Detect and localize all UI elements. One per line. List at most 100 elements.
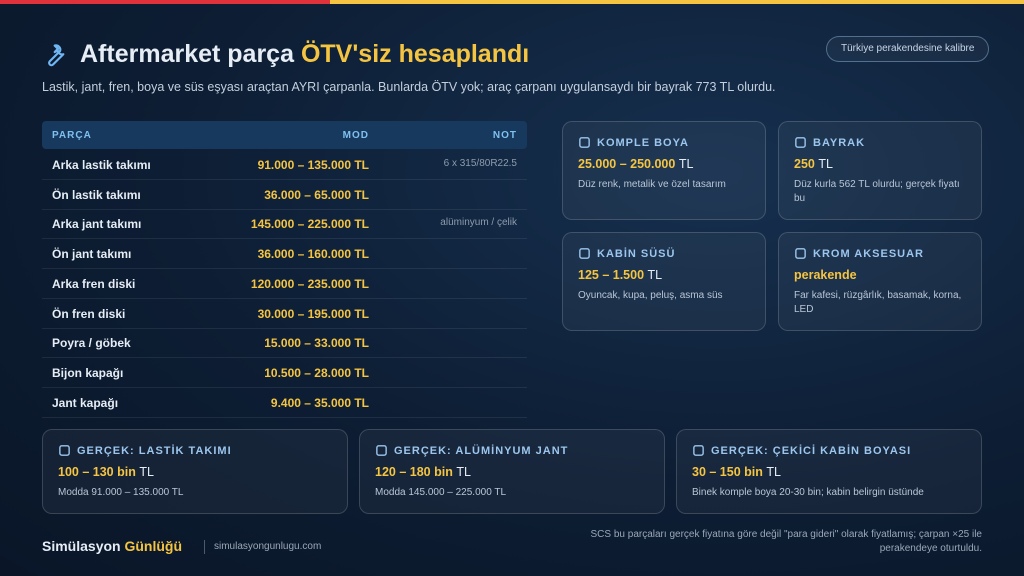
card-title: KABİN SÜSÜ xyxy=(578,247,750,260)
table-row: Poyra / göbek 15.000 – 33.000 TL xyxy=(42,328,527,359)
card-value-text: 100 – 130 bin xyxy=(58,465,136,479)
mod-price: 30.000 – 195.000 TL xyxy=(257,306,369,321)
card-title-text: GERÇEK: LASTİK TAKIMI xyxy=(77,444,232,457)
table-row: Bijon kapağı 10.500 – 28.000 TL xyxy=(42,358,527,388)
card-title-text: GERÇEK: ÇEKİCİ KABİN BOYASI xyxy=(711,444,912,457)
card-value: 30 – 150 bin TL xyxy=(692,465,966,479)
part-name: Bijon kapağı xyxy=(52,365,124,380)
card-unit: TL xyxy=(456,465,471,479)
mod-price: 36.000 – 160.000 TL xyxy=(257,247,369,262)
card: KABİN SÜSÜ 125 – 1.500 TL Oyuncak, kupa, p… xyxy=(562,232,766,331)
card-value-text: 25.000 – 250.000 xyxy=(578,157,676,171)
card-value-text: perakende xyxy=(794,268,857,282)
card-desc: Oyuncak, kupa, peluş, asma süs xyxy=(578,290,723,301)
part-name: Ön fren diski xyxy=(52,306,126,321)
card-value: perakende xyxy=(794,268,966,282)
icon xyxy=(376,445,387,456)
title-text: Aftermarket parça xyxy=(80,40,294,68)
card-value: 120 – 180 bin TL xyxy=(375,465,649,479)
card-unit: TL xyxy=(678,157,694,171)
title-highlight: ÖTV'siz hesaplandı xyxy=(300,40,530,68)
column-header: NOT xyxy=(492,130,517,141)
card: GERÇEK: LASTİK TAKIMI 100 – 130 bin TL Mod… xyxy=(42,429,348,514)
title: Aftermarket parça ÖTV'siz hesaplandı xyxy=(80,40,529,69)
mod-price: 10.500 – 28.000 TL xyxy=(264,365,369,380)
card-desc: Modda 91.000 – 135.000 TL xyxy=(58,487,184,498)
card-value-text: 125 – 1.500 xyxy=(578,268,645,282)
card: GERÇEK: ALÜMİNYUM JANT 120 – 180 bin TL Mo… xyxy=(359,429,665,514)
badge: Türkiye perakendesine kalibre xyxy=(826,36,990,62)
table-row: Arka fren diski 120.000 – 235.000 TL xyxy=(42,269,527,299)
table-row: Arka jant takımı 145.000 – 225.000 TL alüm… xyxy=(42,209,527,240)
top-bar-yellow xyxy=(330,0,1024,4)
mod-price: 36.000 – 65.000 TL xyxy=(264,187,369,202)
brand-highlight: Günlüğü xyxy=(124,538,183,554)
card-value-text: 30 – 150 bin xyxy=(692,465,763,479)
divider xyxy=(204,540,205,554)
part-name: Ön jant takımı xyxy=(52,247,132,262)
card-value-text: 250 xyxy=(794,157,815,171)
card-title: KOMPLE BOYA xyxy=(578,136,750,149)
mod-price: 9.400 – 35.000 TL xyxy=(270,395,369,410)
mod-price: 145.000 – 225.000 TL xyxy=(250,217,369,232)
card: KOMPLE BOYA 25.000 – 250.000 TL Düz renk, … xyxy=(562,121,766,220)
card-value-text: 120 – 180 bin xyxy=(375,465,453,479)
top-bar-red xyxy=(0,0,330,4)
part-name: Ön lastik takımı xyxy=(52,187,141,202)
part-name: Arka lastik takımı xyxy=(52,158,151,172)
card-title-text: GERÇEK: ALÜMİNYUM JANT xyxy=(394,444,569,457)
card-title-text: KROM AKSESUAR xyxy=(813,247,924,260)
icon xyxy=(579,248,590,259)
table-row: Ön jant takımı 36.000 – 160.000 TL xyxy=(42,239,527,270)
note: 6 x 315/80R22.5 xyxy=(443,158,517,169)
card-desc: Far kafesi, rüzgârlık, basamak, korna, L… xyxy=(794,290,962,315)
card: GERÇEK: ÇEKİCİ KABİN BOYASI 30 – 150 bin … xyxy=(676,429,982,514)
card-desc: Düz kurla 562 TL olurdu; gerçek fiyatı b… xyxy=(794,179,960,204)
column-header: PARÇA xyxy=(52,130,92,141)
icon xyxy=(795,137,806,148)
card-unit: TL xyxy=(766,465,781,479)
table-header xyxy=(42,121,527,149)
table-row: Arka lastik takımı 91.000 – 135.000 TL 6 x… xyxy=(42,150,527,180)
url: simulasyongunlugu.com xyxy=(214,541,322,552)
card-value: 125 – 1.500 TL xyxy=(578,268,750,282)
card-title-text: KOMPLE BOYA xyxy=(597,136,689,149)
card-desc: Binek komple boya 20-30 bin; kabin belir… xyxy=(692,487,924,498)
brand-text: Simülasyon xyxy=(42,538,121,554)
card-title-text: KABİN SÜSÜ xyxy=(597,247,676,260)
icon xyxy=(693,445,704,456)
card-unit: TL xyxy=(647,268,663,282)
part-name: Poyra / göbek xyxy=(52,336,131,351)
card-desc: Düz renk, metalik ve özel tasarım xyxy=(578,179,726,190)
card-title: GERÇEK: LASTİK TAKIMI xyxy=(58,444,332,457)
table-row: Jant kapağı 9.400 – 35.000 TL xyxy=(42,388,527,418)
subtitle: Lastik, jant, fren, boya ve süs eşyası a… xyxy=(42,80,776,94)
card-value: 100 – 130 bin TL xyxy=(58,465,332,479)
card-value: 25.000 – 250.000 TL xyxy=(578,157,750,171)
table-row: Ön fren diski 30.000 – 195.000 TL xyxy=(42,299,527,329)
wrench-icon xyxy=(48,44,65,67)
mod-price: 91.000 – 135.000 TL xyxy=(257,158,369,172)
card-title: BAYRAK xyxy=(794,136,966,149)
part-name: Arka jant takımı xyxy=(52,217,142,232)
card-unit: TL xyxy=(818,157,833,171)
card-title: KROM AKSESUAR xyxy=(794,247,966,260)
table-row: Ön lastik takımı 36.000 – 65.000 TL xyxy=(42,180,527,210)
card-title: GERÇEK: ALÜMİNYUM JANT xyxy=(375,444,649,457)
icon xyxy=(795,248,806,259)
brand: Simülasyon Günlüğü xyxy=(42,538,182,554)
mod-price: 120.000 – 235.000 TL xyxy=(250,276,369,291)
icon xyxy=(59,445,70,456)
icon xyxy=(579,137,590,148)
card: BAYRAK 250 TL Düz kurla 562 TL olurdu; ger… xyxy=(778,121,982,220)
card-title: GERÇEK: ÇEKİCİ KABİN BOYASI xyxy=(692,444,966,457)
card-unit: TL xyxy=(139,465,154,479)
card-desc: Modda 145.000 – 225.000 TL xyxy=(375,487,507,498)
card-value: 250 TL xyxy=(794,157,966,171)
mod-price: 15.000 – 33.000 TL xyxy=(264,336,369,351)
note: alüminyum / çelik xyxy=(440,217,517,229)
footer-note: SCS bu parçaları gerçek fiyatına göre de… xyxy=(590,529,982,554)
column-header: MOD xyxy=(342,130,369,141)
part-name: Arka fren diski xyxy=(52,276,136,291)
